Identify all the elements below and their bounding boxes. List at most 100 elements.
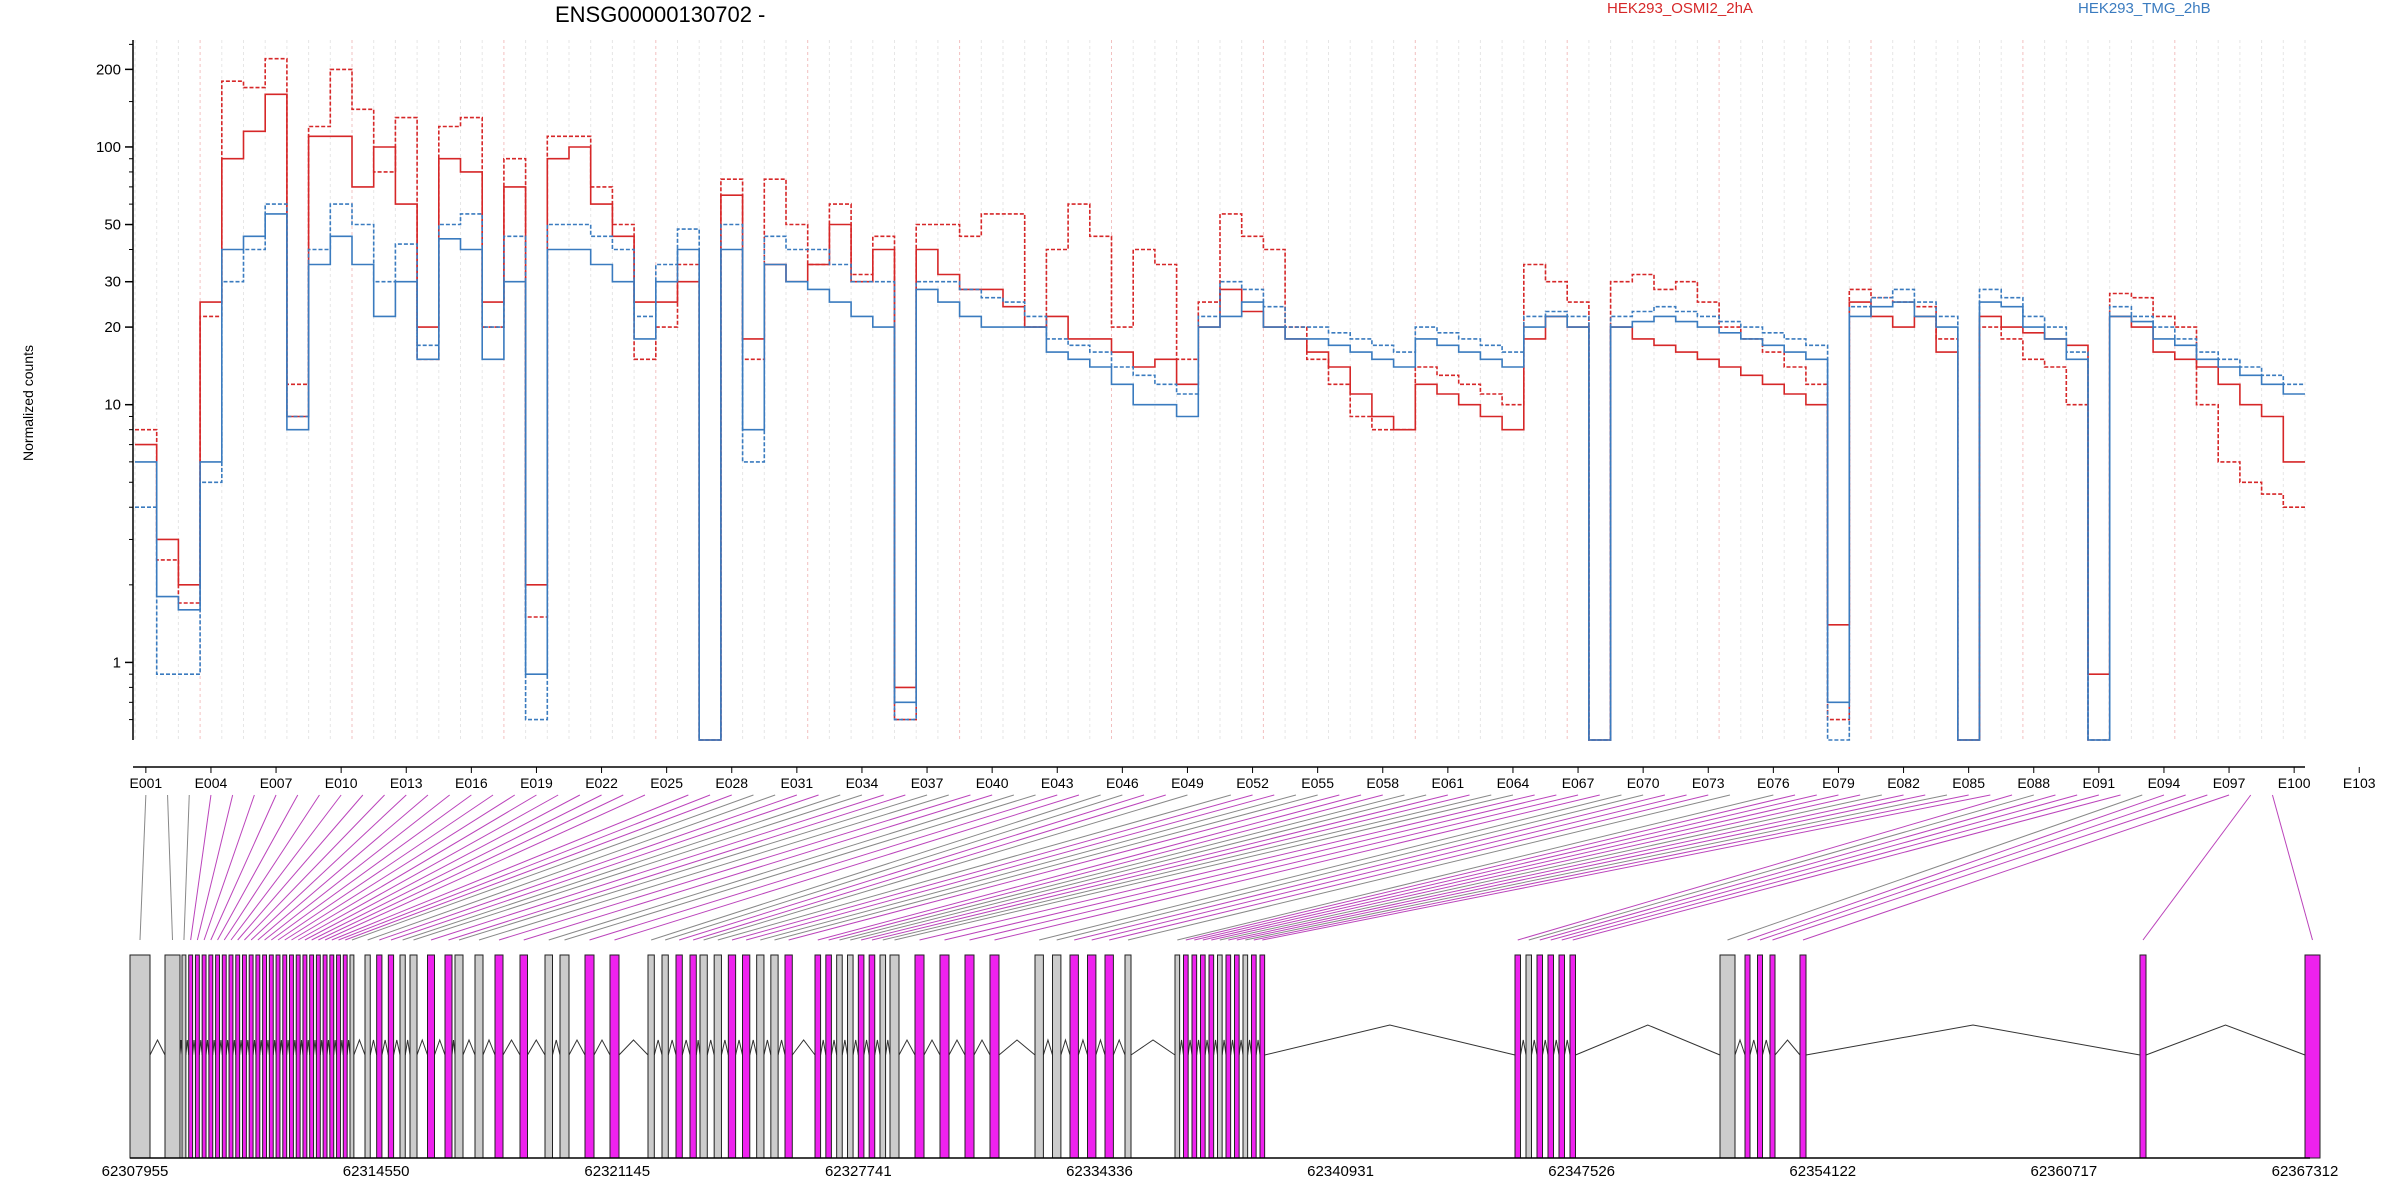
exon-connector (1245, 794, 1948, 941)
genomic-coordinate-label: 62347526 (1548, 1163, 1615, 1180)
y-tick-label: 10 (104, 397, 121, 414)
x-tick-label: E064 (1497, 775, 1530, 791)
intron-line (820, 1039, 827, 1056)
exon-connector (264, 794, 450, 941)
exon-connector (1550, 794, 2078, 941)
intron-line (568, 1038, 586, 1056)
intron-line (898, 1038, 916, 1056)
x-tick-label: E013 (390, 775, 423, 791)
intron-line (1531, 1039, 1538, 1056)
exon-box (1525, 954, 1532, 1159)
exon-connector (1236, 794, 1926, 941)
x-tick-label: E082 (1887, 775, 1920, 791)
exon-box (1719, 954, 1736, 1159)
exon-connector (331, 794, 689, 941)
exon-box (742, 954, 751, 1159)
intron-line (502, 1038, 521, 1056)
exon-box (584, 954, 595, 1159)
intron-line (791, 1039, 816, 1056)
exon-box (857, 954, 865, 1159)
exon-box (215, 954, 220, 1159)
exon-box (399, 954, 406, 1159)
exon-box (675, 954, 683, 1159)
exon-connector (1202, 794, 1839, 941)
exon-connector (1528, 794, 2034, 941)
exon-box (235, 954, 241, 1159)
intron-line (1042, 1038, 1053, 1056)
exon-box (427, 954, 435, 1159)
exon-box (454, 954, 464, 1159)
exon-connector (944, 794, 1557, 941)
exon-connector (1056, 794, 1644, 941)
exon-connector (167, 794, 173, 941)
exon-box (1251, 954, 1257, 1159)
exon-box (221, 954, 227, 1159)
x-tick-label: E094 (2148, 775, 2181, 791)
exon-box (336, 954, 341, 1159)
genomic-coordinate-label: 62314550 (343, 1163, 410, 1180)
intron-line (593, 1038, 611, 1056)
intron-line (1112, 1038, 1126, 1056)
exon-box (1191, 954, 1198, 1159)
x-tick-label: E010 (325, 775, 358, 791)
exon-box (1087, 954, 1097, 1159)
exon-connector (1772, 794, 2208, 941)
intron-line (1734, 1038, 1746, 1056)
legend-entry-osmi: HEK293_OSMI2_2hA (1607, 0, 1753, 17)
exon-box (1799, 954, 1807, 1159)
x-tick-label: E028 (715, 775, 748, 791)
exon-connector (1211, 794, 1861, 941)
genomic-coordinate-label: 62307955 (102, 1163, 169, 1180)
exon-connector (230, 794, 342, 941)
exon-connector (1194, 794, 1817, 941)
x-tick-label: E085 (1952, 775, 1985, 791)
genomic-coordinate-label: 62321145 (584, 1163, 650, 1180)
exon-box (322, 954, 328, 1159)
x-tick-label: E079 (1822, 775, 1855, 791)
intron-line (695, 1039, 701, 1056)
exon-connector (882, 794, 1492, 941)
x-tick-label: E058 (1366, 775, 1399, 791)
intron-line (527, 1039, 546, 1056)
intron-line (1749, 1039, 1758, 1056)
exon-box (376, 954, 383, 1159)
exon-connector (250, 794, 407, 941)
exon-box (1225, 954, 1232, 1159)
exon-connector (1228, 794, 1904, 941)
exon-box (164, 954, 181, 1159)
exon-connector (746, 794, 1275, 941)
exon-connector (196, 794, 234, 941)
genomic-coordinate-label: 62334336 (1066, 1163, 1133, 1180)
exon-box (689, 954, 697, 1159)
intron-line (393, 1039, 401, 1056)
intron-line (720, 1039, 729, 1056)
exon-connector (324, 794, 646, 941)
series-line-1 (135, 57, 2305, 741)
exon-connector (217, 794, 299, 941)
intron-line (948, 1038, 966, 1056)
exon-connector (1561, 794, 2099, 941)
intron-line (1774, 1039, 1801, 1056)
y-tick-label: 1 (113, 654, 121, 671)
exon-box (1569, 954, 1576, 1159)
intron-line (852, 1039, 859, 1056)
y-tick-label: 100 (96, 139, 121, 156)
intron-line (1204, 1039, 1210, 1056)
exon-box (1744, 954, 1751, 1159)
exon-box (519, 954, 528, 1159)
exon-box (1208, 954, 1215, 1159)
exon-connector (589, 794, 1058, 941)
intron-line (1238, 1039, 1244, 1056)
intron-line (1077, 1038, 1088, 1056)
exon-connector (284, 794, 516, 941)
intron-line (1805, 1024, 2141, 1056)
exon-connector (351, 794, 754, 941)
exon-connector (788, 794, 1340, 941)
exon-connector (338, 794, 711, 941)
exon-connector (1127, 794, 1731, 941)
genomic-coordinate-label: 62340931 (1307, 1163, 1374, 1180)
x-tick-label: E022 (585, 775, 618, 791)
exon-connector (1109, 794, 1709, 941)
intron-line (841, 1039, 848, 1056)
exon-box (814, 954, 822, 1159)
